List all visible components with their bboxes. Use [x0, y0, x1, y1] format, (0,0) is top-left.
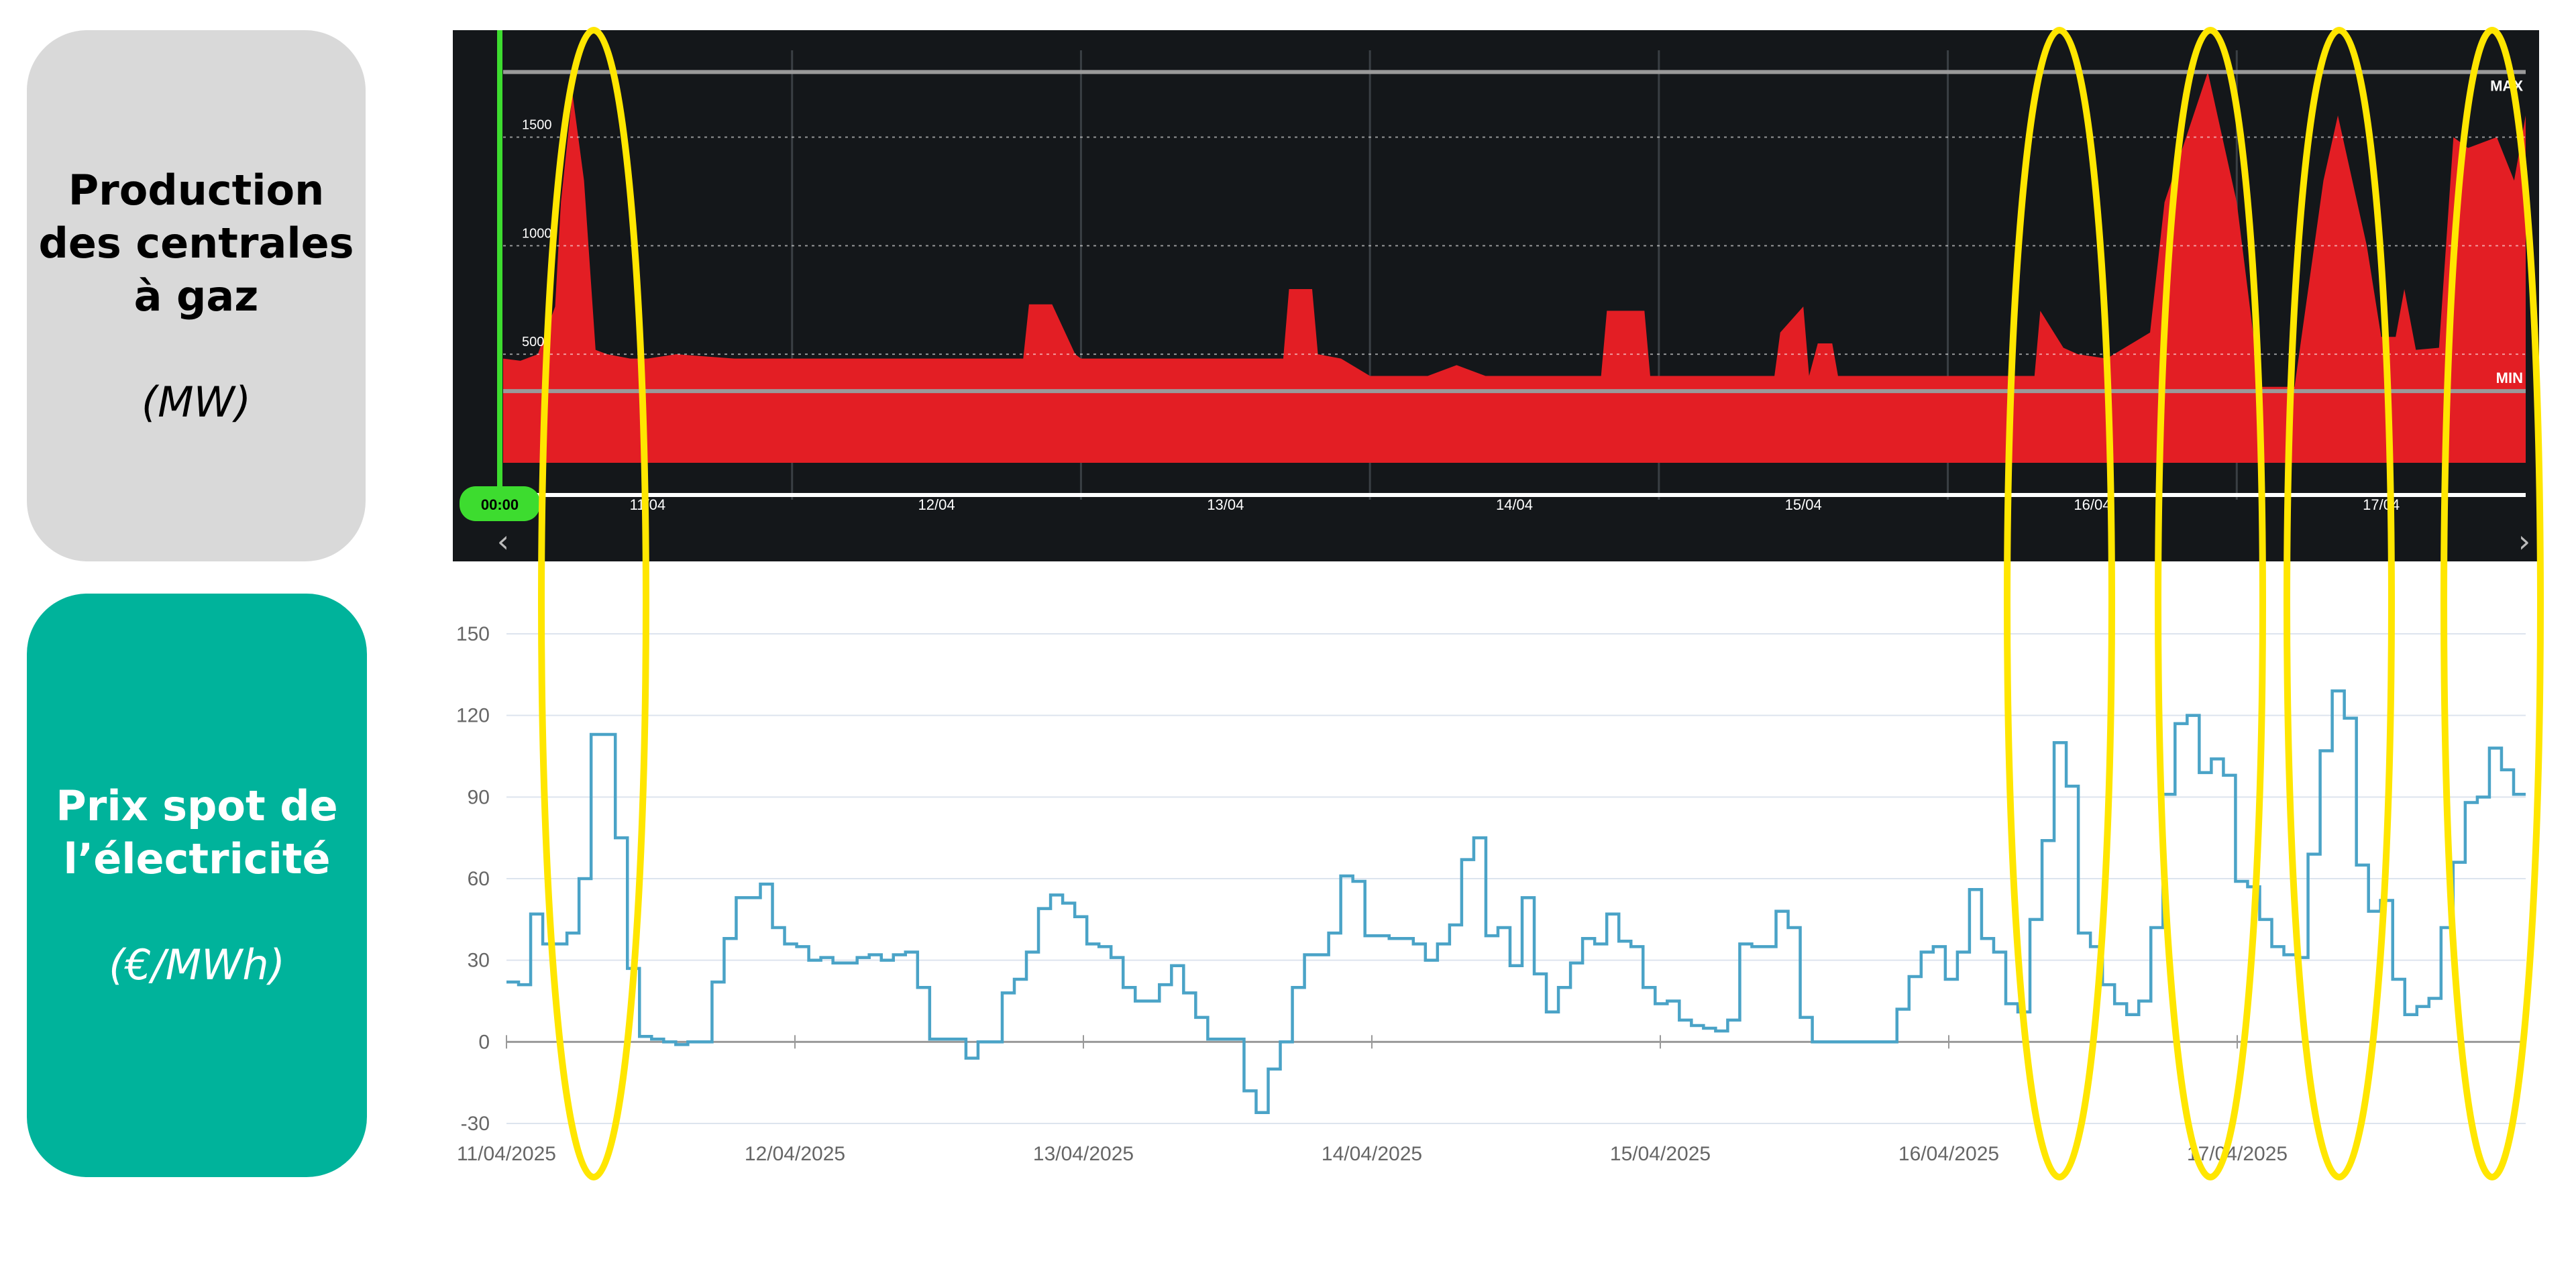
- gas-production-svg: 500 1000 1500 11/04 12/04 13/04 14/04 15/04 16/…: [460, 30, 2530, 559]
- gas-y-tick-label: 1000: [522, 226, 552, 241]
- chevron-left-icon[interactable]: ‹: [497, 523, 509, 559]
- time-badge-background[interactable]: [460, 486, 540, 521]
- gas-x-tick-label: 11/04: [630, 496, 665, 513]
- price-x-tick-label: 12/04/2025: [745, 1143, 845, 1165]
- price-x-tick-label: 17/04/2025: [2187, 1143, 2288, 1165]
- spot-price-line: [506, 689, 2526, 1115]
- gas-x-tick-label: 14/04: [1496, 496, 1533, 513]
- price-x-tick-label: 15/04/2025: [1610, 1143, 1711, 1165]
- price-y-tick-label: 90: [468, 786, 490, 808]
- gas-x-tick-label: 17/04: [2363, 496, 2400, 513]
- spot-price-title: Prix spot de l’électricité: [56, 781, 338, 883]
- price-x-tick-label: 13/04/2025: [1033, 1143, 1134, 1165]
- spot-price-unit: (€/MWh): [109, 940, 285, 989]
- gas-production-area: [503, 72, 2526, 463]
- chevron-right-icon[interactable]: ›: [2518, 523, 2530, 559]
- price-y-tick-label: 30: [468, 950, 490, 972]
- gas-x-tick-label: 13/04: [1207, 496, 1244, 513]
- price-x-tick-label: 11/04/2025: [457, 1143, 556, 1165]
- price-y-tick-label: 150: [456, 623, 490, 645]
- price-x-tick-label: 16/04/2025: [1898, 1143, 1999, 1165]
- gas-x-tick-label: 12/04: [918, 496, 955, 513]
- price-y-tick-label: 0: [478, 1031, 490, 1053]
- price-x-tick-label: 14/04/2025: [1322, 1143, 1422, 1165]
- price-y-tick-label: 120: [456, 705, 490, 727]
- gas-x-tick-label: 15/04: [1785, 496, 1822, 513]
- price-y-tick-label: -30: [461, 1113, 490, 1135]
- gas-y-tick-label: 500: [522, 335, 544, 349]
- gas-production-unit: (MW): [141, 377, 252, 427]
- spot-price-label: Prix spot de l’électricité (€/MWh): [27, 594, 367, 1177]
- time-badge-text: 00:00: [481, 496, 519, 513]
- gas-production-label: Production des centrales à gaz (MW): [27, 30, 366, 561]
- max-label: MAX: [2490, 77, 2523, 94]
- time-badge[interactable]: 00:00: [460, 486, 540, 521]
- price-y-tick-label: 60: [468, 868, 490, 890]
- gas-production-chart: 500 1000 1500 11/04 12/04 13/04 14/04 15/04 16/…: [453, 30, 2539, 561]
- gas-y-tick-label: 1500: [522, 117, 552, 132]
- spot-price-chart: -30 0 30 60 90 120 150 11/04/2025 12/04/2025 13/…: [456, 623, 2526, 1165]
- gas-production-title: Production des centrales à gaz: [38, 165, 354, 321]
- min-label: MIN: [2496, 370, 2523, 386]
- gas-x-tick-label: 16/04: [2074, 496, 2110, 513]
